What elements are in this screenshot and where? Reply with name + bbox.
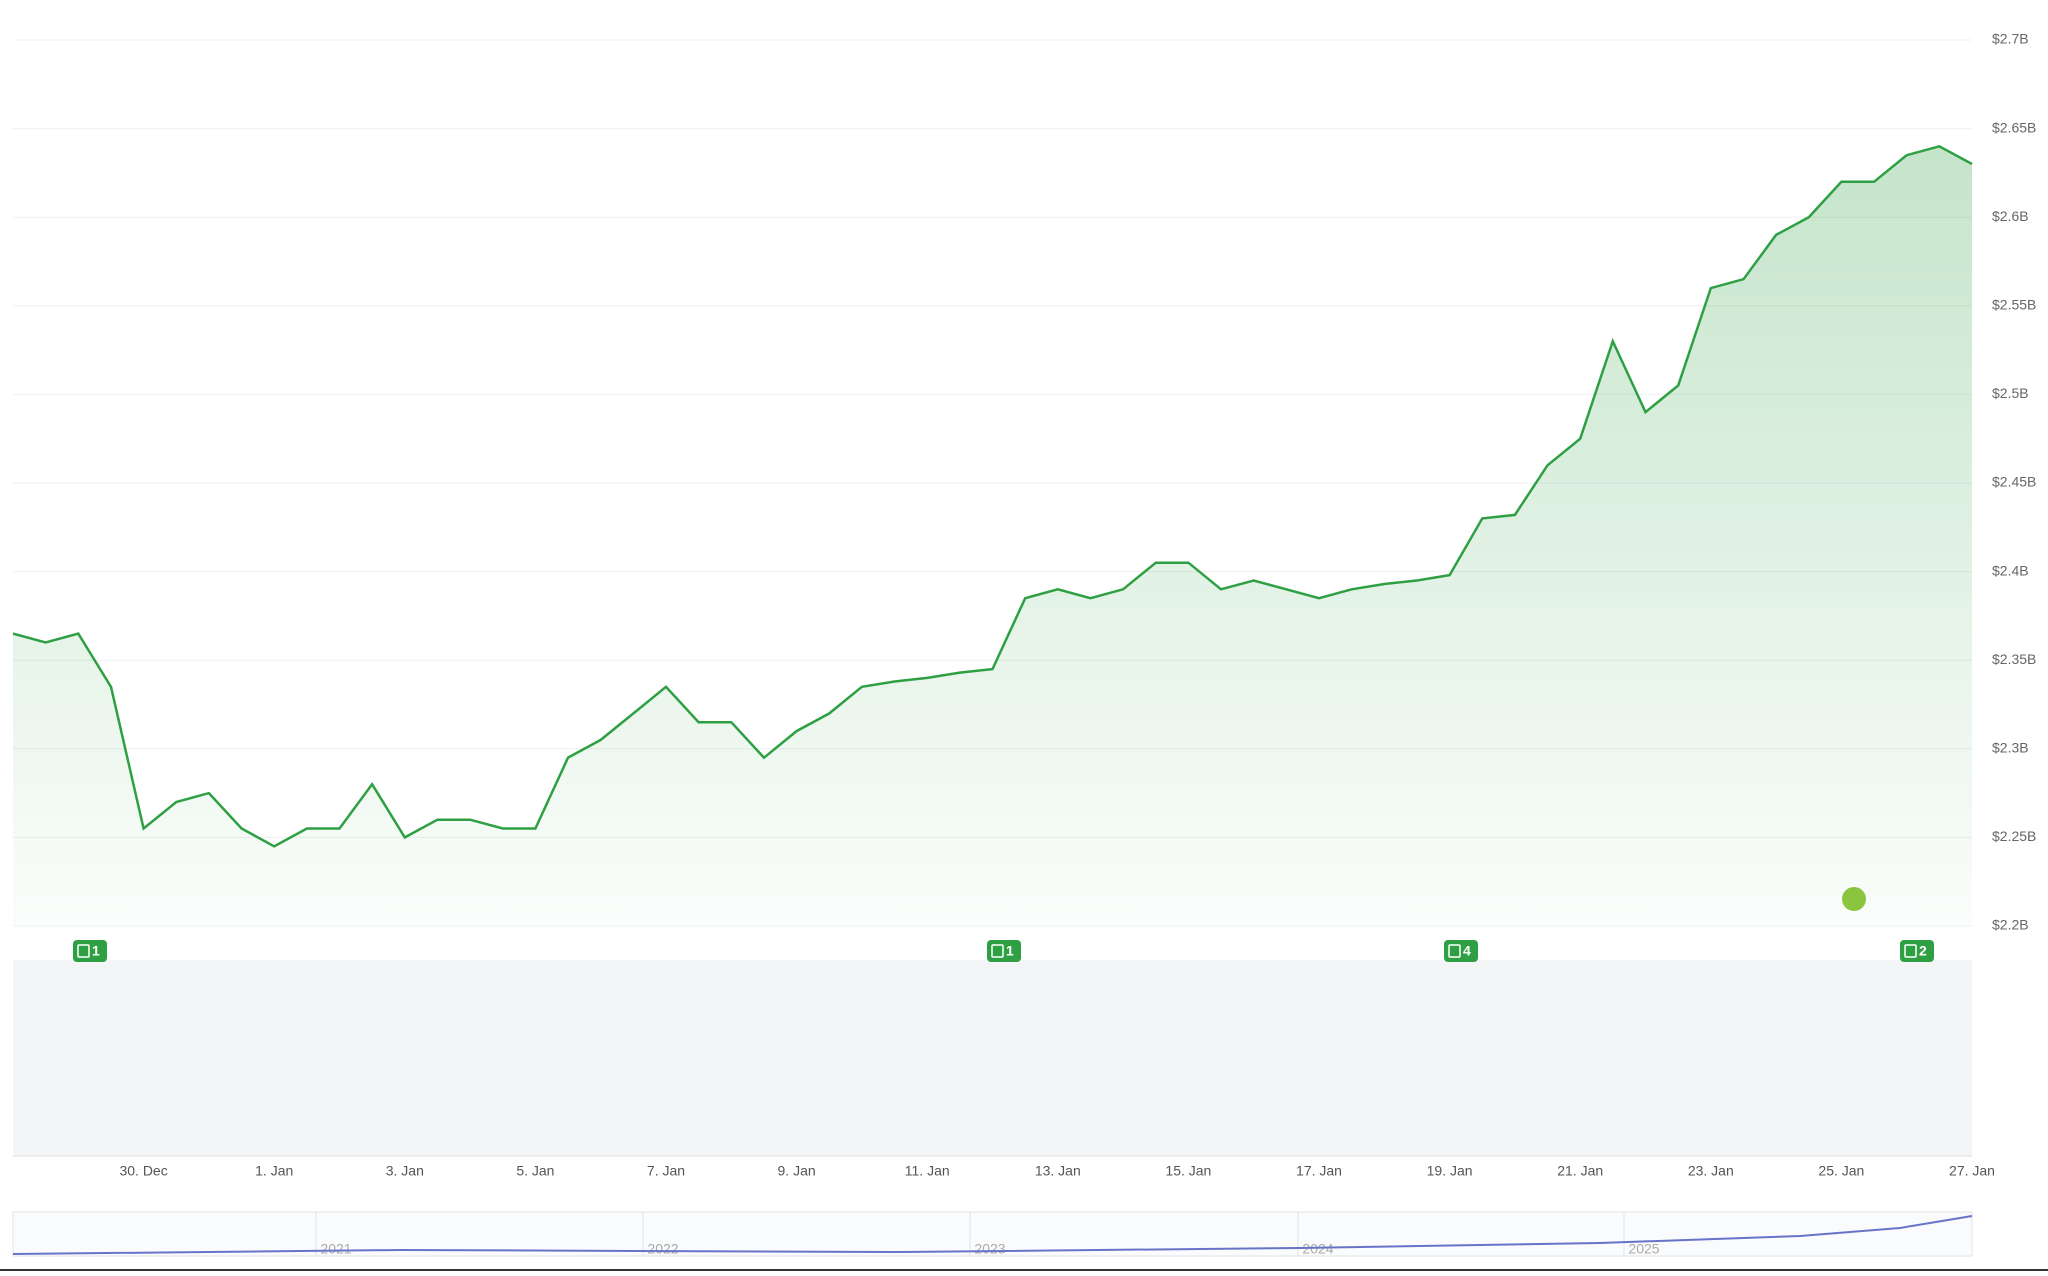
navigator-year: 2021: [320, 1241, 351, 1257]
x-tick-label: 27. Jan: [1949, 1163, 1995, 1179]
x-tick-label: 11. Jan: [905, 1163, 950, 1179]
event-badge: 1: [987, 940, 1021, 962]
badge-icon: [77, 944, 90, 958]
y-tick-label: $2.5B: [1992, 385, 2029, 401]
y-tick-label: $2.3B: [1992, 740, 2029, 756]
x-tick-label: 5. Jan: [516, 1163, 554, 1179]
navigator: [12, 1211, 1973, 1257]
volume-area: [13, 960, 1972, 1156]
navigator-line: [12, 1215, 1973, 1255]
y-tick-label: $2.45B: [1992, 474, 2036, 490]
y-tick-label: $2.35B: [1992, 651, 2036, 667]
event-count: 1: [92, 943, 100, 959]
x-tick-label: 17. Jan: [1296, 1163, 1342, 1179]
y-tick-label: $2.7B: [1992, 31, 2029, 47]
area-fill: [13, 146, 1972, 927]
x-tick-label: 23. Jan: [1688, 1163, 1734, 1179]
event-badge: 4: [1444, 940, 1478, 962]
y-tick-label: $2.2B: [1992, 917, 2029, 933]
y-tick-label: $2.25B: [1992, 828, 2036, 844]
x-tick-label: 19. Jan: [1427, 1163, 1473, 1179]
badge-icon: [991, 944, 1004, 958]
y-tick-label: $2.6B: [1992, 208, 2029, 224]
navigator-year: 2022: [647, 1241, 678, 1257]
x-tick-label: 9. Jan: [778, 1163, 816, 1179]
navigator-year: 2024: [1302, 1241, 1333, 1257]
y-tick-label: $2.65B: [1992, 119, 2036, 135]
event-badge: 1: [73, 940, 107, 962]
event-count: 4: [1463, 943, 1471, 959]
x-tick-label: 3. Jan: [386, 1163, 424, 1179]
x-tick-label: 25. Jan: [1818, 1163, 1864, 1179]
navigator-year: 2023: [974, 1241, 1005, 1257]
event-count: 2: [1919, 943, 1927, 959]
navigator-year: 2025: [1628, 1241, 1659, 1257]
price-line: [12, 144, 1973, 848]
x-tick-label: 15. Jan: [1165, 1163, 1211, 1179]
x-tick-label: 7. Jan: [647, 1163, 685, 1179]
x-tick-label: 1. Jan: [255, 1163, 293, 1179]
y-tick-label: $2.4B: [1992, 562, 2029, 578]
x-tick-label: 30. Dec: [119, 1163, 167, 1179]
x-tick-label: 13. Jan: [1035, 1163, 1081, 1179]
y-tick-label: $2.55B: [1992, 297, 2036, 313]
badge-icon: [1904, 944, 1917, 958]
event-badge: 2: [1900, 940, 1934, 962]
event-count: 1: [1006, 943, 1014, 959]
badge-icon: [1448, 944, 1461, 958]
x-tick-label: 21. Jan: [1557, 1163, 1603, 1179]
